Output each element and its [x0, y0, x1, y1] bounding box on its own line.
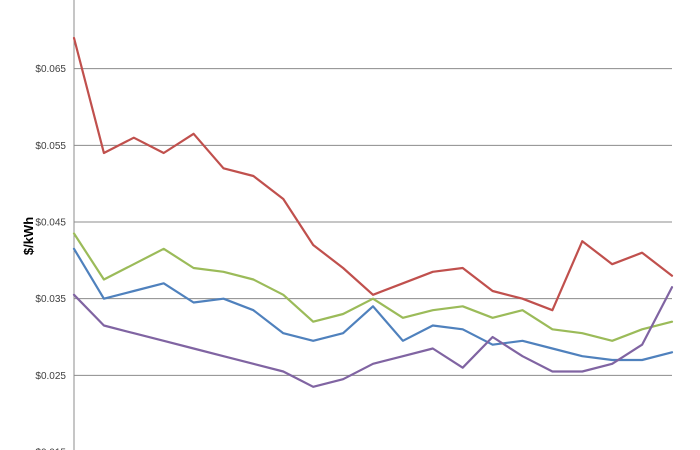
y-tick-labels: $0.015$0.025$0.035$0.045$0.055$0.065$0.0…	[35, 64, 66, 450]
series-lines	[72, 36, 674, 388]
y-tick-label: $0.045	[35, 218, 66, 229]
series-line-2	[72, 232, 674, 342]
y-tick-label: $0.035	[35, 294, 66, 305]
y-tick-label: $0.055	[35, 141, 66, 152]
series-line-1	[72, 36, 674, 312]
gridlines	[74, 68, 672, 376]
y-axis-title: $/kWh	[21, 217, 36, 255]
y-tick-label: $0.025	[35, 371, 66, 382]
y-tick-label: $0.015	[35, 448, 66, 450]
y-tick-label: $0.065	[35, 64, 66, 75]
series-line-4	[72, 286, 674, 388]
series-line-3	[72, 247, 674, 362]
